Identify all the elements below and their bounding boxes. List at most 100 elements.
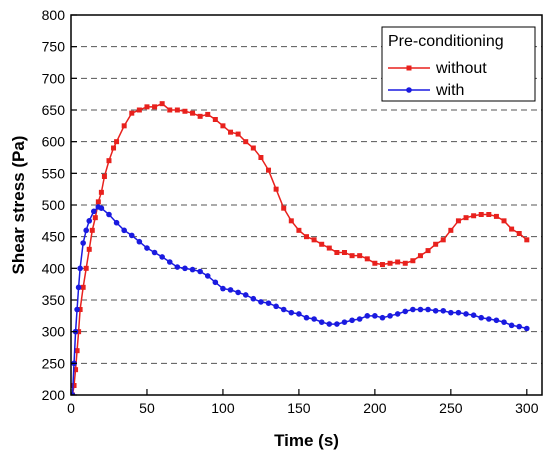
point-without — [212, 117, 218, 122]
point-with — [493, 317, 500, 324]
point-without — [111, 145, 117, 151]
point-with — [227, 287, 234, 293]
point-with — [524, 325, 530, 332]
point-with — [463, 311, 469, 317]
point-without — [486, 212, 492, 217]
point-without — [372, 260, 378, 266]
point-with — [410, 306, 416, 313]
point-with — [402, 308, 409, 315]
y-tick-label-750: 750 — [42, 39, 66, 55]
point-with — [516, 323, 523, 330]
point-without — [288, 218, 294, 224]
point-with — [448, 309, 454, 316]
point-with — [106, 211, 112, 218]
legend-label-without: without — [435, 60, 487, 77]
point-with — [220, 285, 226, 292]
point-without — [167, 107, 173, 113]
point-without — [357, 253, 363, 259]
point-without — [71, 383, 77, 388]
x-tick-label-300: 300 — [515, 400, 539, 416]
point-with — [174, 264, 181, 270]
legend: Pre-conditioning without with — [381, 26, 536, 102]
point-with — [372, 313, 378, 319]
point-without — [455, 218, 461, 224]
point-without — [106, 158, 112, 164]
point-with — [311, 316, 317, 322]
series-without — [71, 101, 530, 395]
x-tick-label-0: 0 — [67, 400, 75, 416]
point-without — [364, 256, 370, 262]
point-with — [273, 303, 279, 310]
point-with — [144, 245, 150, 251]
point-without — [89, 227, 95, 233]
y-tick-label-200: 200 — [42, 387, 66, 403]
x-tick-label-100: 100 — [211, 400, 235, 416]
point-with — [197, 268, 203, 275]
point-with — [303, 314, 310, 321]
point-without — [205, 111, 211, 117]
point-with — [77, 265, 83, 272]
point-without — [425, 248, 431, 254]
point-with — [212, 279, 219, 286]
point-with — [394, 311, 401, 317]
series-line-without — [71, 102, 528, 395]
point-without — [114, 139, 120, 145]
point-without — [501, 218, 507, 224]
point-with — [288, 309, 295, 316]
point-with — [265, 300, 272, 306]
y-tick-label-700: 700 — [42, 70, 66, 86]
point-without — [136, 107, 142, 113]
y-tick-label-650: 650 — [42, 102, 66, 118]
point-with — [356, 316, 363, 322]
point-without — [395, 259, 401, 265]
point-with — [250, 295, 257, 302]
point-without — [379, 262, 385, 268]
point-without — [83, 265, 89, 271]
point-without — [258, 155, 264, 160]
point-without — [77, 307, 83, 312]
point-without — [73, 367, 79, 373]
point-without — [509, 226, 515, 232]
point-with — [341, 319, 348, 325]
point-with — [159, 254, 165, 260]
point-without — [190, 110, 196, 116]
point-with — [486, 316, 492, 322]
point-without — [304, 234, 309, 240]
series-line-with — [71, 206, 527, 395]
point-without — [471, 213, 477, 219]
y-tick-label-800: 800 — [42, 7, 66, 23]
point-with — [113, 219, 120, 226]
legend-marker-without — [406, 65, 412, 71]
point-without — [448, 227, 454, 233]
y-tick-label-250: 250 — [42, 355, 66, 371]
point-without — [144, 104, 150, 110]
y-tick-label-350: 350 — [42, 292, 66, 308]
point-with — [75, 284, 82, 291]
point-without — [516, 231, 522, 236]
x-tick-label-250: 250 — [439, 400, 463, 416]
point-with — [432, 307, 439, 314]
y-tick-label-300: 300 — [42, 324, 66, 340]
point-with — [242, 292, 249, 298]
point-with — [364, 313, 371, 319]
point-without — [433, 241, 439, 247]
point-without — [129, 110, 135, 116]
y-tick-label-450: 450 — [42, 229, 66, 245]
point-without — [74, 348, 80, 354]
point-without — [334, 250, 340, 255]
legend-title: Pre-conditioning — [388, 33, 504, 50]
point-without — [121, 123, 127, 129]
point-with — [136, 238, 143, 245]
y-tick-label-400: 400 — [42, 260, 66, 276]
point-with — [470, 312, 477, 319]
point-without — [92, 215, 98, 221]
point-without — [402, 260, 408, 266]
point-without — [319, 241, 325, 247]
point-without — [326, 245, 332, 251]
axis-ticks: 0 50 100 150 200 250 300 200 250 300 350 400 450 500 5… — [42, 7, 539, 416]
point-with — [151, 249, 158, 256]
point-with — [455, 309, 462, 316]
point-with — [508, 322, 515, 329]
point-without — [243, 139, 249, 145]
y-tick-label-600: 600 — [42, 134, 66, 150]
